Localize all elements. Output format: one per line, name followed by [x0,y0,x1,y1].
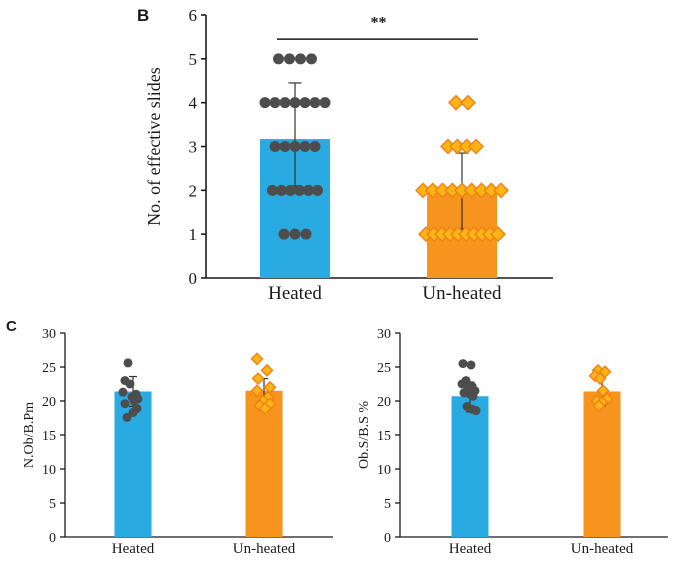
data-point-circle [312,184,323,196]
category-label-un-heated: Un-heated [233,541,296,557]
y-tick-label: 15 [377,429,391,444]
data-point-circle [300,228,312,240]
data-point-circle [471,406,481,416]
y-axis-label: No. of effective slides [144,67,164,226]
category-label-un-heated: Un-heated [571,541,634,557]
data-point-diamond [250,384,264,398]
data-point-circle [319,97,331,109]
data-point-circle [458,359,468,369]
data-point-circle [120,399,130,409]
data-point-circle [273,53,284,65]
data-point-circle [457,379,467,389]
data-point-diamond [250,352,264,366]
y-tick-label: 30 [42,327,56,342]
data-point-circle [129,396,139,406]
y-tick-label: 2 [189,181,198,200]
data-point-diamond [596,384,610,398]
data-point-circle [269,97,281,109]
y-tick-label: 30 [377,327,391,342]
y-tick-label: 10 [42,463,56,478]
y-tick-label: 3 [189,137,198,156]
y-axis-label: Ob.S/B.S % [357,401,372,469]
y-tick-label: 5 [49,497,56,512]
category-label-un-heated: Un-heated [422,283,502,304]
y-tick-label: 6 [189,6,198,25]
y-tick-label: 5 [189,50,198,69]
data-point-diamond [258,401,272,415]
data-point-circle [123,358,133,368]
y-tick-label: 0 [49,531,56,546]
data-point-circle [309,97,321,109]
category-label-heated: Heated [268,283,322,304]
data-point-circle [276,184,287,196]
data-point-circle [269,141,281,152]
y-tick-label: 25 [42,361,56,376]
y-tick-label: 4 [189,94,198,113]
y-tick-label: 1 [189,225,198,244]
data-point-circle [289,97,301,109]
data-point-circle [125,379,135,389]
y-tick-label: 0 [189,269,198,288]
data-point-circle [122,412,132,422]
data-point-circle [303,184,314,196]
bar-un-heated [245,390,283,537]
data-point-circle [466,360,476,370]
y-axis-label: N.Ob/B.Pm [22,402,37,468]
category-label-heated: Heated [112,541,155,557]
data-point-circle [289,141,301,152]
bar-un-heated [583,391,621,537]
data-point-circle [279,141,291,152]
panel-c-label: C [6,318,17,335]
data-point-circle [468,391,478,401]
data-point-circle [289,228,301,240]
data-point-circle [284,53,295,65]
data-point-circle [279,97,291,109]
y-tick-label: 15 [42,429,56,444]
data-point-circle [309,141,321,152]
y-tick-label: 20 [42,395,56,410]
data-point-diamond [448,94,464,111]
data-point-diamond [468,138,484,155]
data-point-diamond [263,380,277,394]
panel-b-label: B [137,6,150,25]
data-point-circle [299,97,311,109]
data-point-circle [278,228,290,240]
data-point-circle [267,184,278,196]
data-point-diamond [593,372,607,386]
y-tick-label: 10 [377,463,391,478]
data-point-circle [285,184,296,196]
data-point-circle [128,408,138,418]
bar-heated [451,396,489,537]
y-tick-label: 0 [384,531,391,546]
data-point-diamond [260,363,274,377]
y-tick-label: 25 [377,361,391,376]
data-point-diamond [490,226,506,243]
y-tick-label: 20 [377,395,391,410]
data-point-diamond [460,94,476,111]
data-point-circle [299,141,311,152]
data-point-diamond [592,399,606,413]
data-point-diamond [493,182,509,199]
data-point-diamond [251,372,265,386]
significance-label: ** [371,14,387,31]
data-point-circle [294,184,305,196]
data-point-circle [259,97,271,109]
data-point-circle [118,387,128,397]
data-point-circle [306,53,317,65]
category-label-heated: Heated [449,541,492,557]
y-tick-label: 5 [384,497,391,512]
data-point-circle [295,53,306,65]
